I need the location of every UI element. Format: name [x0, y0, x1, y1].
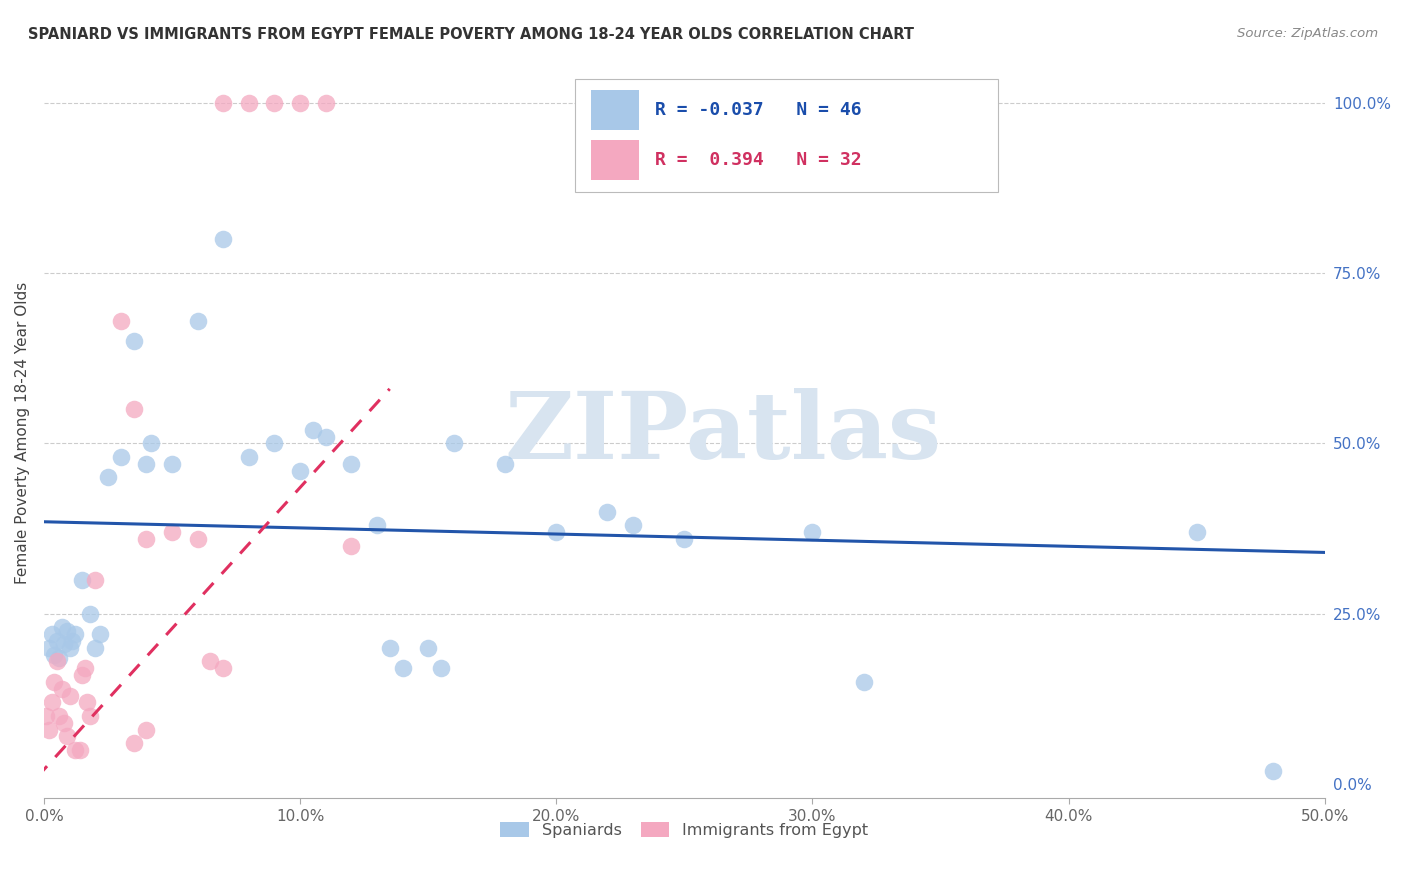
Point: [212, 232, 235, 246]
Point: [238, 450, 260, 464]
Point: [160, 524, 183, 539]
Legend: Spaniards, Immigrants from Egypt: Spaniards, Immigrants from Egypt: [494, 816, 875, 845]
Point: [288, 95, 311, 110]
Point: [1263, 764, 1285, 778]
Point: [41, 627, 63, 641]
Point: [546, 524, 568, 539]
Point: [51, 620, 73, 634]
Point: [288, 464, 311, 478]
Text: R =  0.394   N = 32: R = 0.394 N = 32: [655, 151, 862, 169]
Point: [53, 637, 76, 651]
Point: [89, 627, 111, 641]
Point: [58, 689, 80, 703]
Point: [45, 634, 67, 648]
Point: [141, 436, 163, 450]
Point: [73, 661, 96, 675]
Point: [38, 640, 60, 655]
Point: [187, 532, 209, 546]
Point: [212, 661, 235, 675]
Point: [135, 457, 157, 471]
FancyBboxPatch shape: [591, 90, 640, 130]
Point: [69, 743, 91, 757]
Point: [76, 695, 98, 709]
Point: [263, 436, 285, 450]
Point: [122, 334, 145, 348]
Text: SPANIARD VS IMMIGRANTS FROM EGYPT FEMALE POVERTY AMONG 18-24 YEAR OLDS CORRELATI: SPANIARD VS IMMIGRANTS FROM EGYPT FEMALE…: [28, 27, 914, 42]
Point: [443, 436, 465, 450]
Point: [673, 532, 696, 546]
Point: [84, 640, 107, 655]
Point: [366, 518, 388, 533]
Point: [79, 607, 101, 621]
Point: [110, 314, 132, 328]
Point: [596, 504, 619, 518]
Point: [391, 661, 413, 675]
Point: [110, 450, 132, 464]
Point: [60, 634, 83, 648]
Point: [340, 539, 363, 553]
Point: [340, 457, 363, 471]
Point: [302, 423, 325, 437]
Point: [724, 95, 747, 110]
Y-axis label: Female Poverty Among 18-24 Year Olds: Female Poverty Among 18-24 Year Olds: [15, 282, 30, 584]
Point: [430, 661, 453, 675]
Point: [35, 709, 58, 723]
Point: [315, 95, 337, 110]
Point: [315, 429, 337, 443]
Point: [63, 627, 86, 641]
Point: [45, 655, 67, 669]
Point: [494, 457, 516, 471]
Point: [56, 730, 79, 744]
Point: [160, 457, 183, 471]
Point: [187, 314, 209, 328]
Point: [122, 736, 145, 750]
Point: [97, 470, 120, 484]
Point: [84, 573, 107, 587]
Point: [621, 518, 644, 533]
Point: [135, 532, 157, 546]
Point: [263, 95, 285, 110]
Point: [801, 524, 824, 539]
Point: [58, 640, 80, 655]
Point: [63, 743, 86, 757]
Point: [79, 709, 101, 723]
Text: ZIPatlas: ZIPatlas: [505, 388, 941, 478]
Point: [212, 95, 235, 110]
Point: [38, 723, 60, 737]
Point: [852, 674, 875, 689]
Point: [749, 95, 772, 110]
Point: [378, 640, 401, 655]
Point: [135, 723, 157, 737]
Point: [53, 715, 76, 730]
Point: [72, 573, 94, 587]
Point: [416, 640, 439, 655]
Point: [48, 709, 70, 723]
Point: [51, 681, 73, 696]
Point: [41, 695, 63, 709]
Point: [48, 651, 70, 665]
Text: Source: ZipAtlas.com: Source: ZipAtlas.com: [1237, 27, 1378, 40]
Point: [44, 674, 66, 689]
Point: [72, 668, 94, 682]
Point: [56, 624, 79, 638]
Point: [122, 402, 145, 417]
Point: [200, 655, 222, 669]
FancyBboxPatch shape: [591, 140, 640, 179]
Point: [238, 95, 260, 110]
Point: [44, 648, 66, 662]
Text: R = -0.037   N = 46: R = -0.037 N = 46: [655, 101, 862, 120]
Point: [1185, 524, 1208, 539]
FancyBboxPatch shape: [575, 79, 998, 193]
